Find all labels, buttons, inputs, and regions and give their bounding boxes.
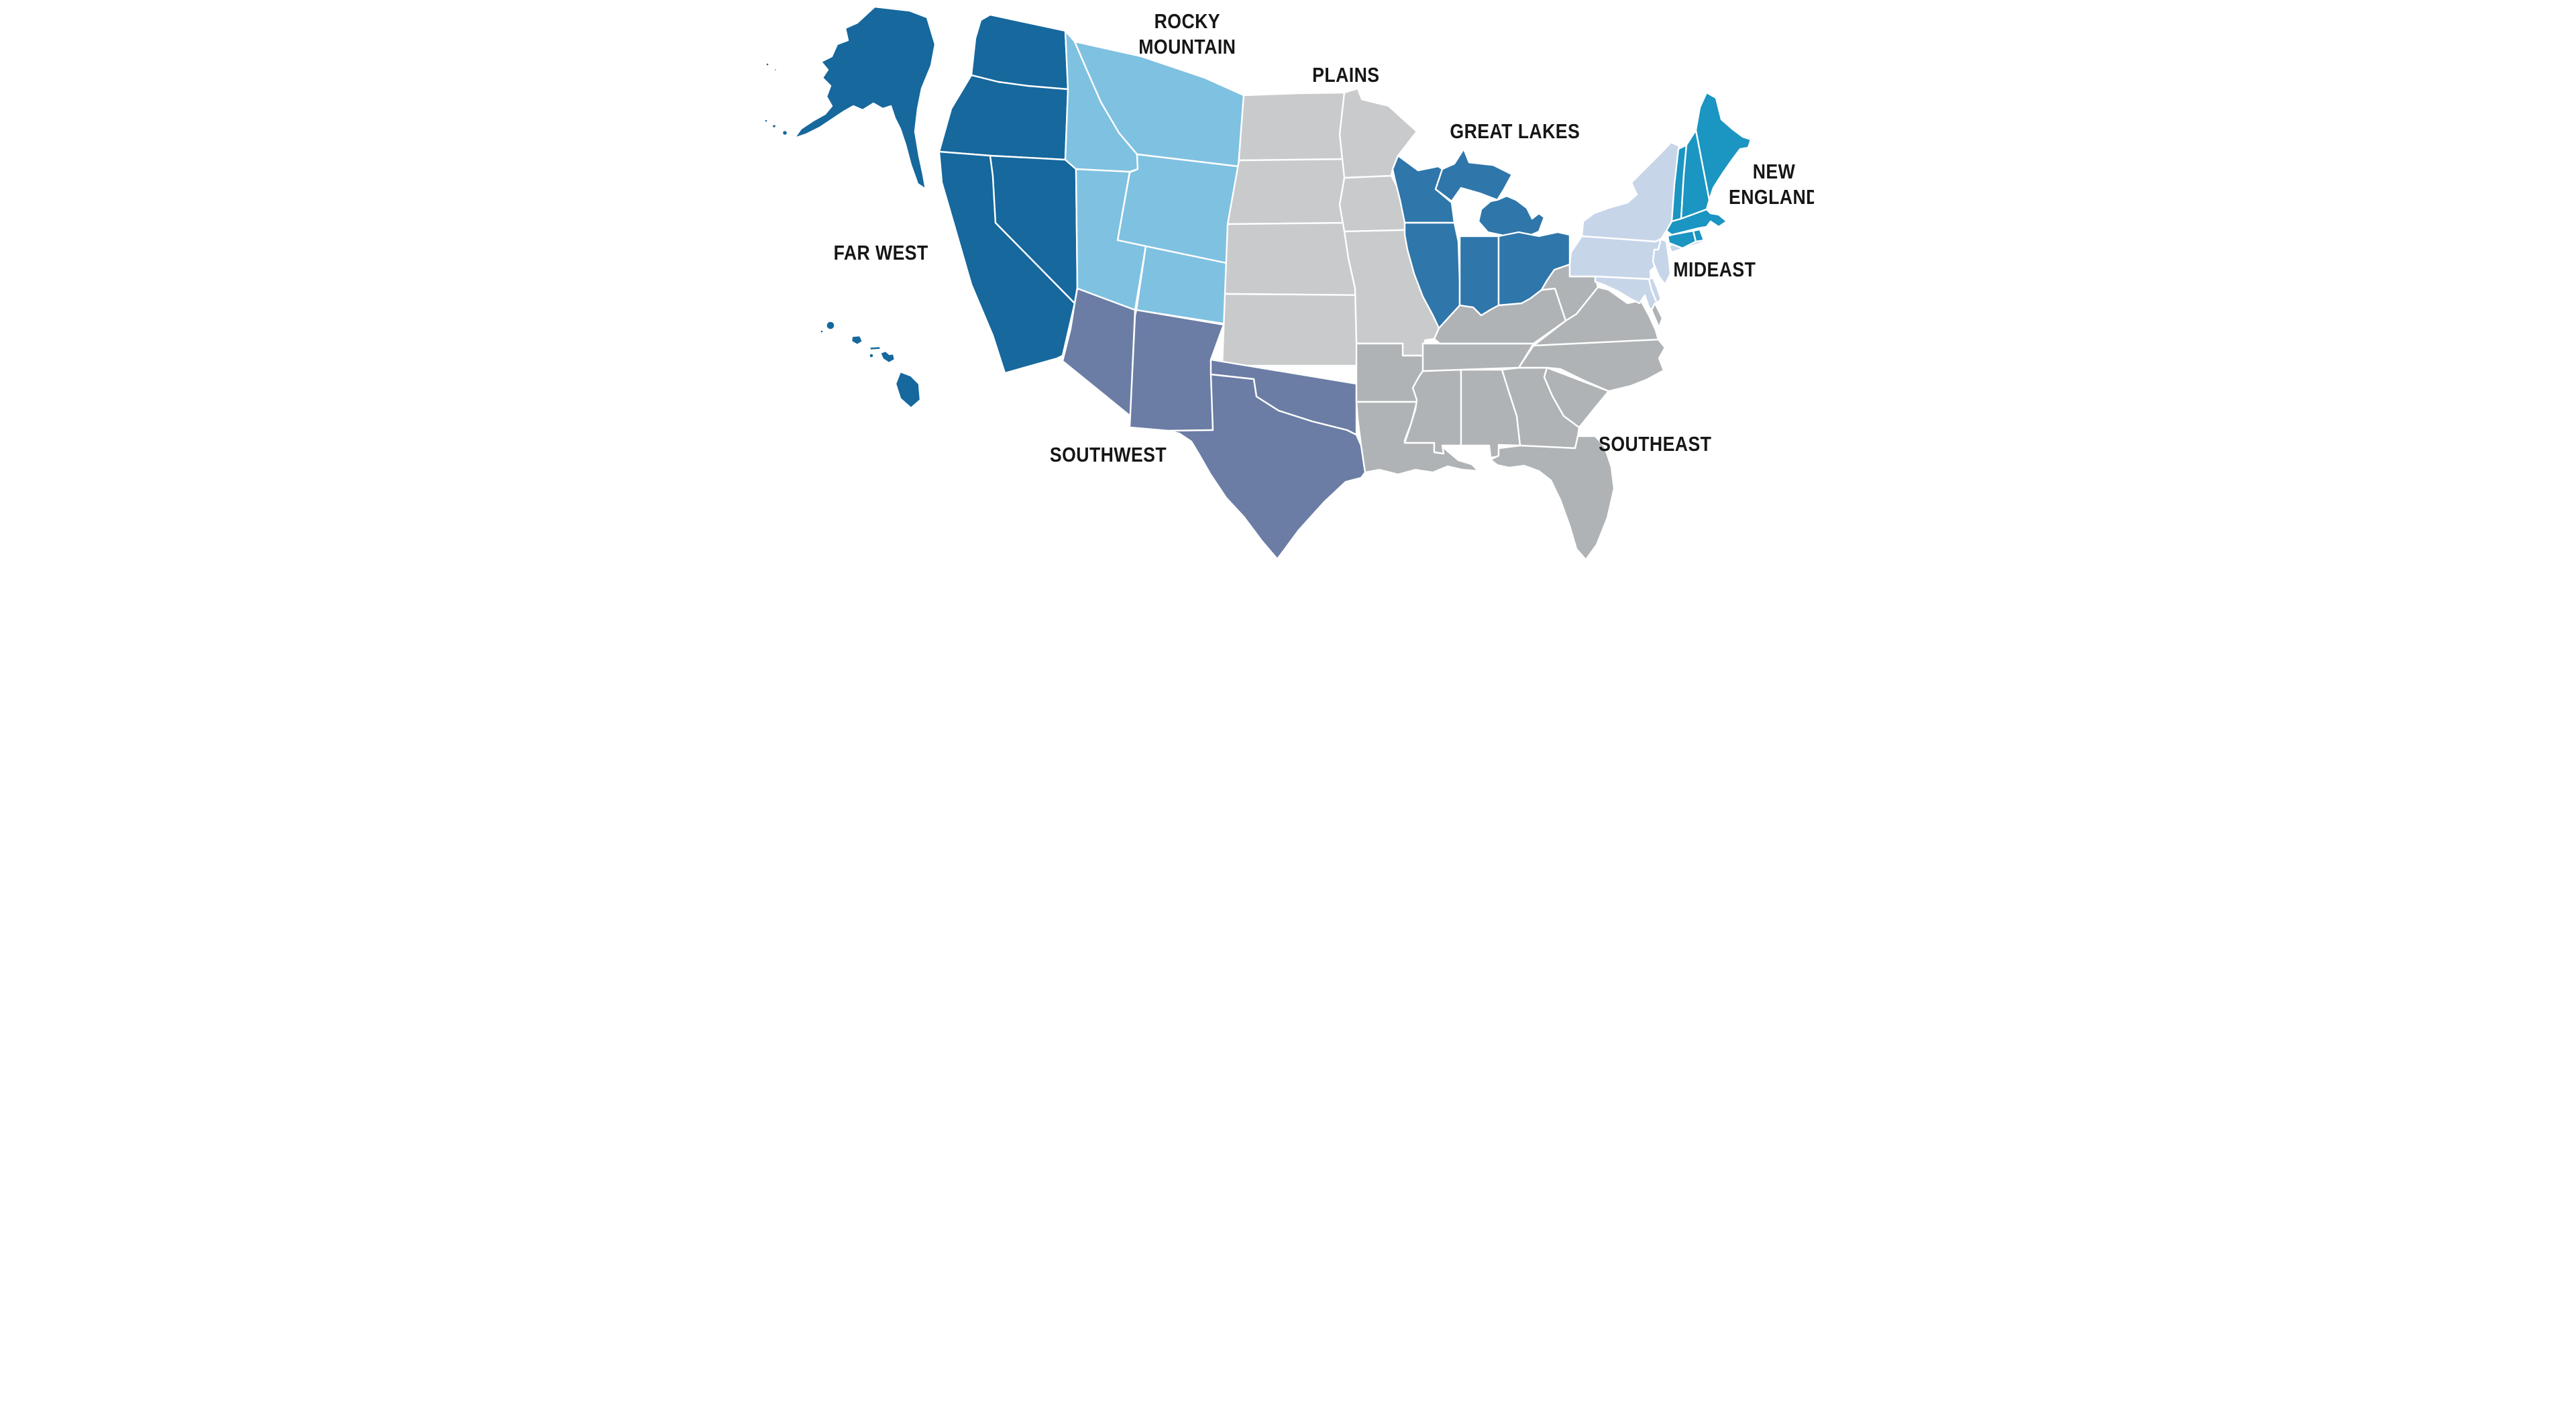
label-southwest: SOUTHWEST (1050, 444, 1167, 466)
label-rocky-mountain-line1: ROCKY (1155, 10, 1220, 33)
state-delaware (1648, 276, 1662, 305)
state-hawaii-maui (879, 350, 896, 364)
state-mississippi (1403, 368, 1462, 455)
state-hawaii-kauai (825, 320, 836, 331)
label-new-england-line2: ENGLAND (1729, 186, 1814, 209)
label-southeast: SOUTHEAST (1599, 433, 1711, 456)
region-rocky-mountain (1064, 30, 1250, 327)
region-great-lakes (1391, 148, 1571, 329)
state-ohio (1497, 231, 1571, 307)
state-alaska-aleutian-island (781, 129, 789, 137)
region-southwest (1061, 287, 1366, 560)
state-alaska (793, 5, 936, 191)
state-maine (1695, 91, 1752, 201)
state-alaska-aleutian-island (771, 123, 777, 129)
state-oregon (938, 74, 1069, 161)
state-indiana (1458, 235, 1500, 317)
state-north-carolina (1517, 338, 1666, 393)
us-regions-map: ROCKY MOUNTAIN PLAINS GREAT LAKES NEW EN… (762, 0, 1814, 572)
state-rhode-island (1692, 228, 1705, 243)
map-canvas: ROCKY MOUNTAIN PLAINS GREAT LAKES NEW EN… (763, 5, 1814, 561)
region-far-west (763, 5, 1079, 409)
label-far-west: FAR WEST (834, 242, 928, 264)
state-michigan-upper-peninsula (1434, 148, 1513, 203)
state-pennsylvania (1568, 235, 1662, 280)
state-south-carolina (1543, 366, 1610, 429)
state-north-dakota (1237, 91, 1348, 168)
region-labels: ROCKY MOUNTAIN PLAINS GREAT LAKES NEW EN… (834, 10, 1814, 466)
label-new-england-line1: NEW (1753, 160, 1796, 183)
label-mideast: MIDEAST (1673, 258, 1756, 281)
state-alaska-bering-island (773, 67, 778, 72)
state-kansas (1221, 293, 1371, 367)
label-plains: PLAINS (1312, 64, 1379, 87)
region-mideast (1568, 141, 1707, 311)
label-rocky-mountain-line2: MOUNTAIN (1138, 36, 1236, 58)
state-tennessee (1421, 342, 1535, 372)
state-illinois (1403, 221, 1461, 329)
state-florida (1489, 435, 1615, 561)
region-new-england (1665, 91, 1752, 250)
state-massachusetts (1665, 208, 1728, 236)
state-arizona (1061, 287, 1136, 417)
state-hawaii-niihau (819, 329, 824, 334)
state-hawaii-oahu (850, 334, 864, 346)
state-south-dakota (1226, 158, 1354, 225)
state-hawaii-big-island (894, 370, 922, 409)
state-hawaii-lanai (868, 352, 875, 359)
state-michigan-lower-peninsula (1477, 195, 1546, 238)
state-alaska-aleutian-island (763, 118, 769, 123)
state-new-jersey (1652, 238, 1672, 286)
label-great-lakes: GREAT LAKES (1450, 120, 1580, 143)
state-hawaii-molokai (868, 345, 882, 352)
state-wisconsin (1391, 154, 1456, 224)
region-southeast (1355, 263, 1666, 561)
state-virginia (1532, 286, 1660, 347)
state-texas (1167, 373, 1366, 560)
state-alaska-bering-island (765, 62, 770, 67)
state-new-mexico (1128, 309, 1225, 432)
state-new-york (1580, 141, 1681, 243)
